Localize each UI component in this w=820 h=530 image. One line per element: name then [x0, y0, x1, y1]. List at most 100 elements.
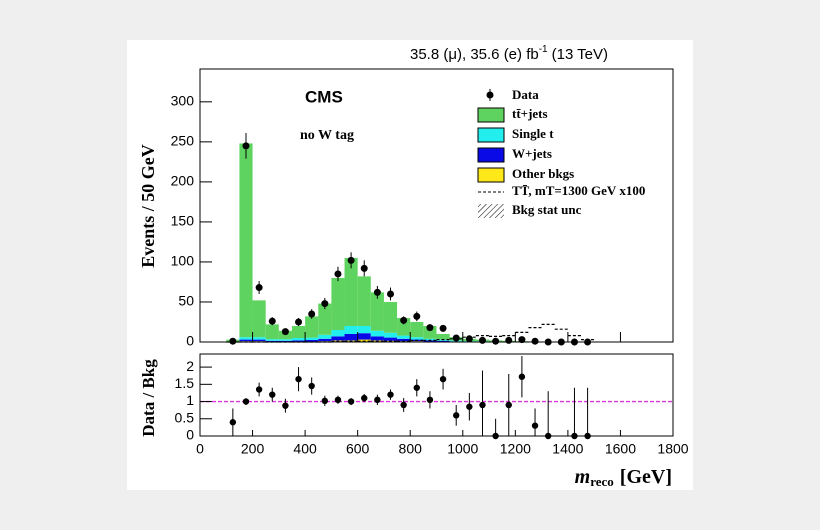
x-tick-label: 200	[241, 441, 265, 457]
ratio-point	[505, 401, 512, 409]
ratio-point	[229, 419, 237, 426]
x-tick-label: 800	[399, 441, 423, 457]
x-tick-label: 1400	[552, 441, 583, 457]
x-label: mreco [GeV]	[575, 466, 672, 489]
ratio-point	[426, 396, 434, 404]
stack-segment	[305, 339, 319, 342]
data-point	[531, 337, 539, 345]
stack-segment	[357, 333, 371, 340]
stack-segment	[344, 257, 358, 326]
stack-segment	[397, 317, 411, 336]
stack-segment	[265, 324, 279, 340]
stack-segment	[423, 338, 437, 341]
stack-segment	[410, 337, 424, 340]
legend-swatch	[477, 167, 505, 183]
ratio-point	[413, 384, 420, 391]
stack-segment	[252, 300, 266, 338]
ratio-point	[308, 382, 315, 390]
y-tick-label: 100	[171, 253, 195, 269]
data-point	[400, 316, 408, 324]
stack-segment	[291, 340, 306, 342]
data-point	[505, 336, 513, 344]
stack-segment	[410, 321, 424, 338]
stack-segment	[265, 340, 279, 342]
data-point	[492, 337, 500, 345]
data-point	[518, 336, 526, 344]
stack-segment	[383, 301, 398, 333]
ratio-point	[321, 397, 329, 405]
stack-segment	[397, 335, 411, 339]
data-point	[413, 312, 421, 320]
y-tick-label: 1.5	[175, 375, 195, 391]
ratio-point	[282, 402, 289, 409]
stack-segment	[370, 330, 384, 337]
data-point	[334, 270, 342, 278]
ratio-point	[466, 403, 473, 410]
y-tick-label: 2	[186, 358, 194, 374]
y-tick-label: 150	[171, 213, 195, 229]
category-label: no W tag	[300, 128, 354, 143]
stack-segment	[278, 339, 292, 341]
stack-segment	[344, 333, 358, 341]
experiment: CMS	[305, 87, 343, 106]
stack-segment	[252, 337, 266, 340]
stack-segment	[318, 334, 332, 339]
ratio-point	[255, 386, 263, 393]
y-tick-label: 0.5	[175, 409, 195, 425]
legend-label: Other bkgs	[512, 166, 574, 181]
ratio-point	[453, 412, 460, 419]
stack-segment	[331, 336, 345, 341]
frame	[199, 353, 674, 437]
data-point	[229, 337, 237, 345]
stack-segment	[305, 316, 319, 338]
stack-segment	[436, 340, 450, 342]
ratio-point	[347, 398, 355, 405]
stack-segment	[397, 338, 411, 342]
stack-segment	[436, 333, 450, 340]
ratio-point	[387, 391, 394, 398]
canvas	[127, 40, 693, 490]
x-tick-label: 1800	[657, 441, 688, 457]
data-point	[281, 328, 289, 336]
ratio-point	[400, 401, 407, 409]
x-label-unit: [GeV]	[620, 466, 672, 488]
frame	[199, 68, 674, 343]
data-point	[347, 256, 355, 264]
legend-swatch	[477, 107, 505, 123]
stack-segment	[370, 336, 384, 341]
stack-segment	[423, 325, 437, 339]
lumi-text: 35.8 (μ), 35.6 (e) fb	[410, 46, 539, 63]
ratio-point	[295, 375, 302, 383]
legend-label: Single t	[512, 126, 554, 141]
legend-swatch	[477, 147, 505, 163]
y-tick-label: 0	[186, 333, 194, 349]
lumi-energy: (13 TeV)	[552, 46, 608, 63]
data-point	[373, 288, 381, 296]
x-tick-label: 1200	[500, 441, 531, 457]
y-tick-label: 300	[171, 93, 195, 109]
stack-segment	[265, 339, 279, 341]
y-tick-label: 250	[171, 133, 195, 149]
stack-segment	[331, 277, 345, 330]
data-point	[387, 290, 395, 298]
y-tick-label: 1	[186, 392, 194, 408]
data-point	[268, 317, 276, 325]
ratio-point	[518, 373, 526, 380]
ratio-y-label: Data / Bkg	[139, 359, 158, 437]
stack-segment	[357, 276, 371, 326]
data-point	[242, 142, 250, 150]
data-point	[295, 318, 303, 326]
stack-segment	[239, 143, 253, 338]
stack-segment	[239, 339, 253, 342]
stack-segment	[278, 340, 292, 342]
ratio-point	[531, 422, 539, 429]
stack-segment	[239, 337, 253, 340]
stack-segment	[370, 292, 384, 331]
data-point	[255, 284, 263, 292]
data-point	[478, 336, 486, 344]
stack-segment	[318, 338, 332, 342]
x-tick-label: 600	[346, 441, 370, 457]
legend-swatch	[477, 127, 505, 143]
